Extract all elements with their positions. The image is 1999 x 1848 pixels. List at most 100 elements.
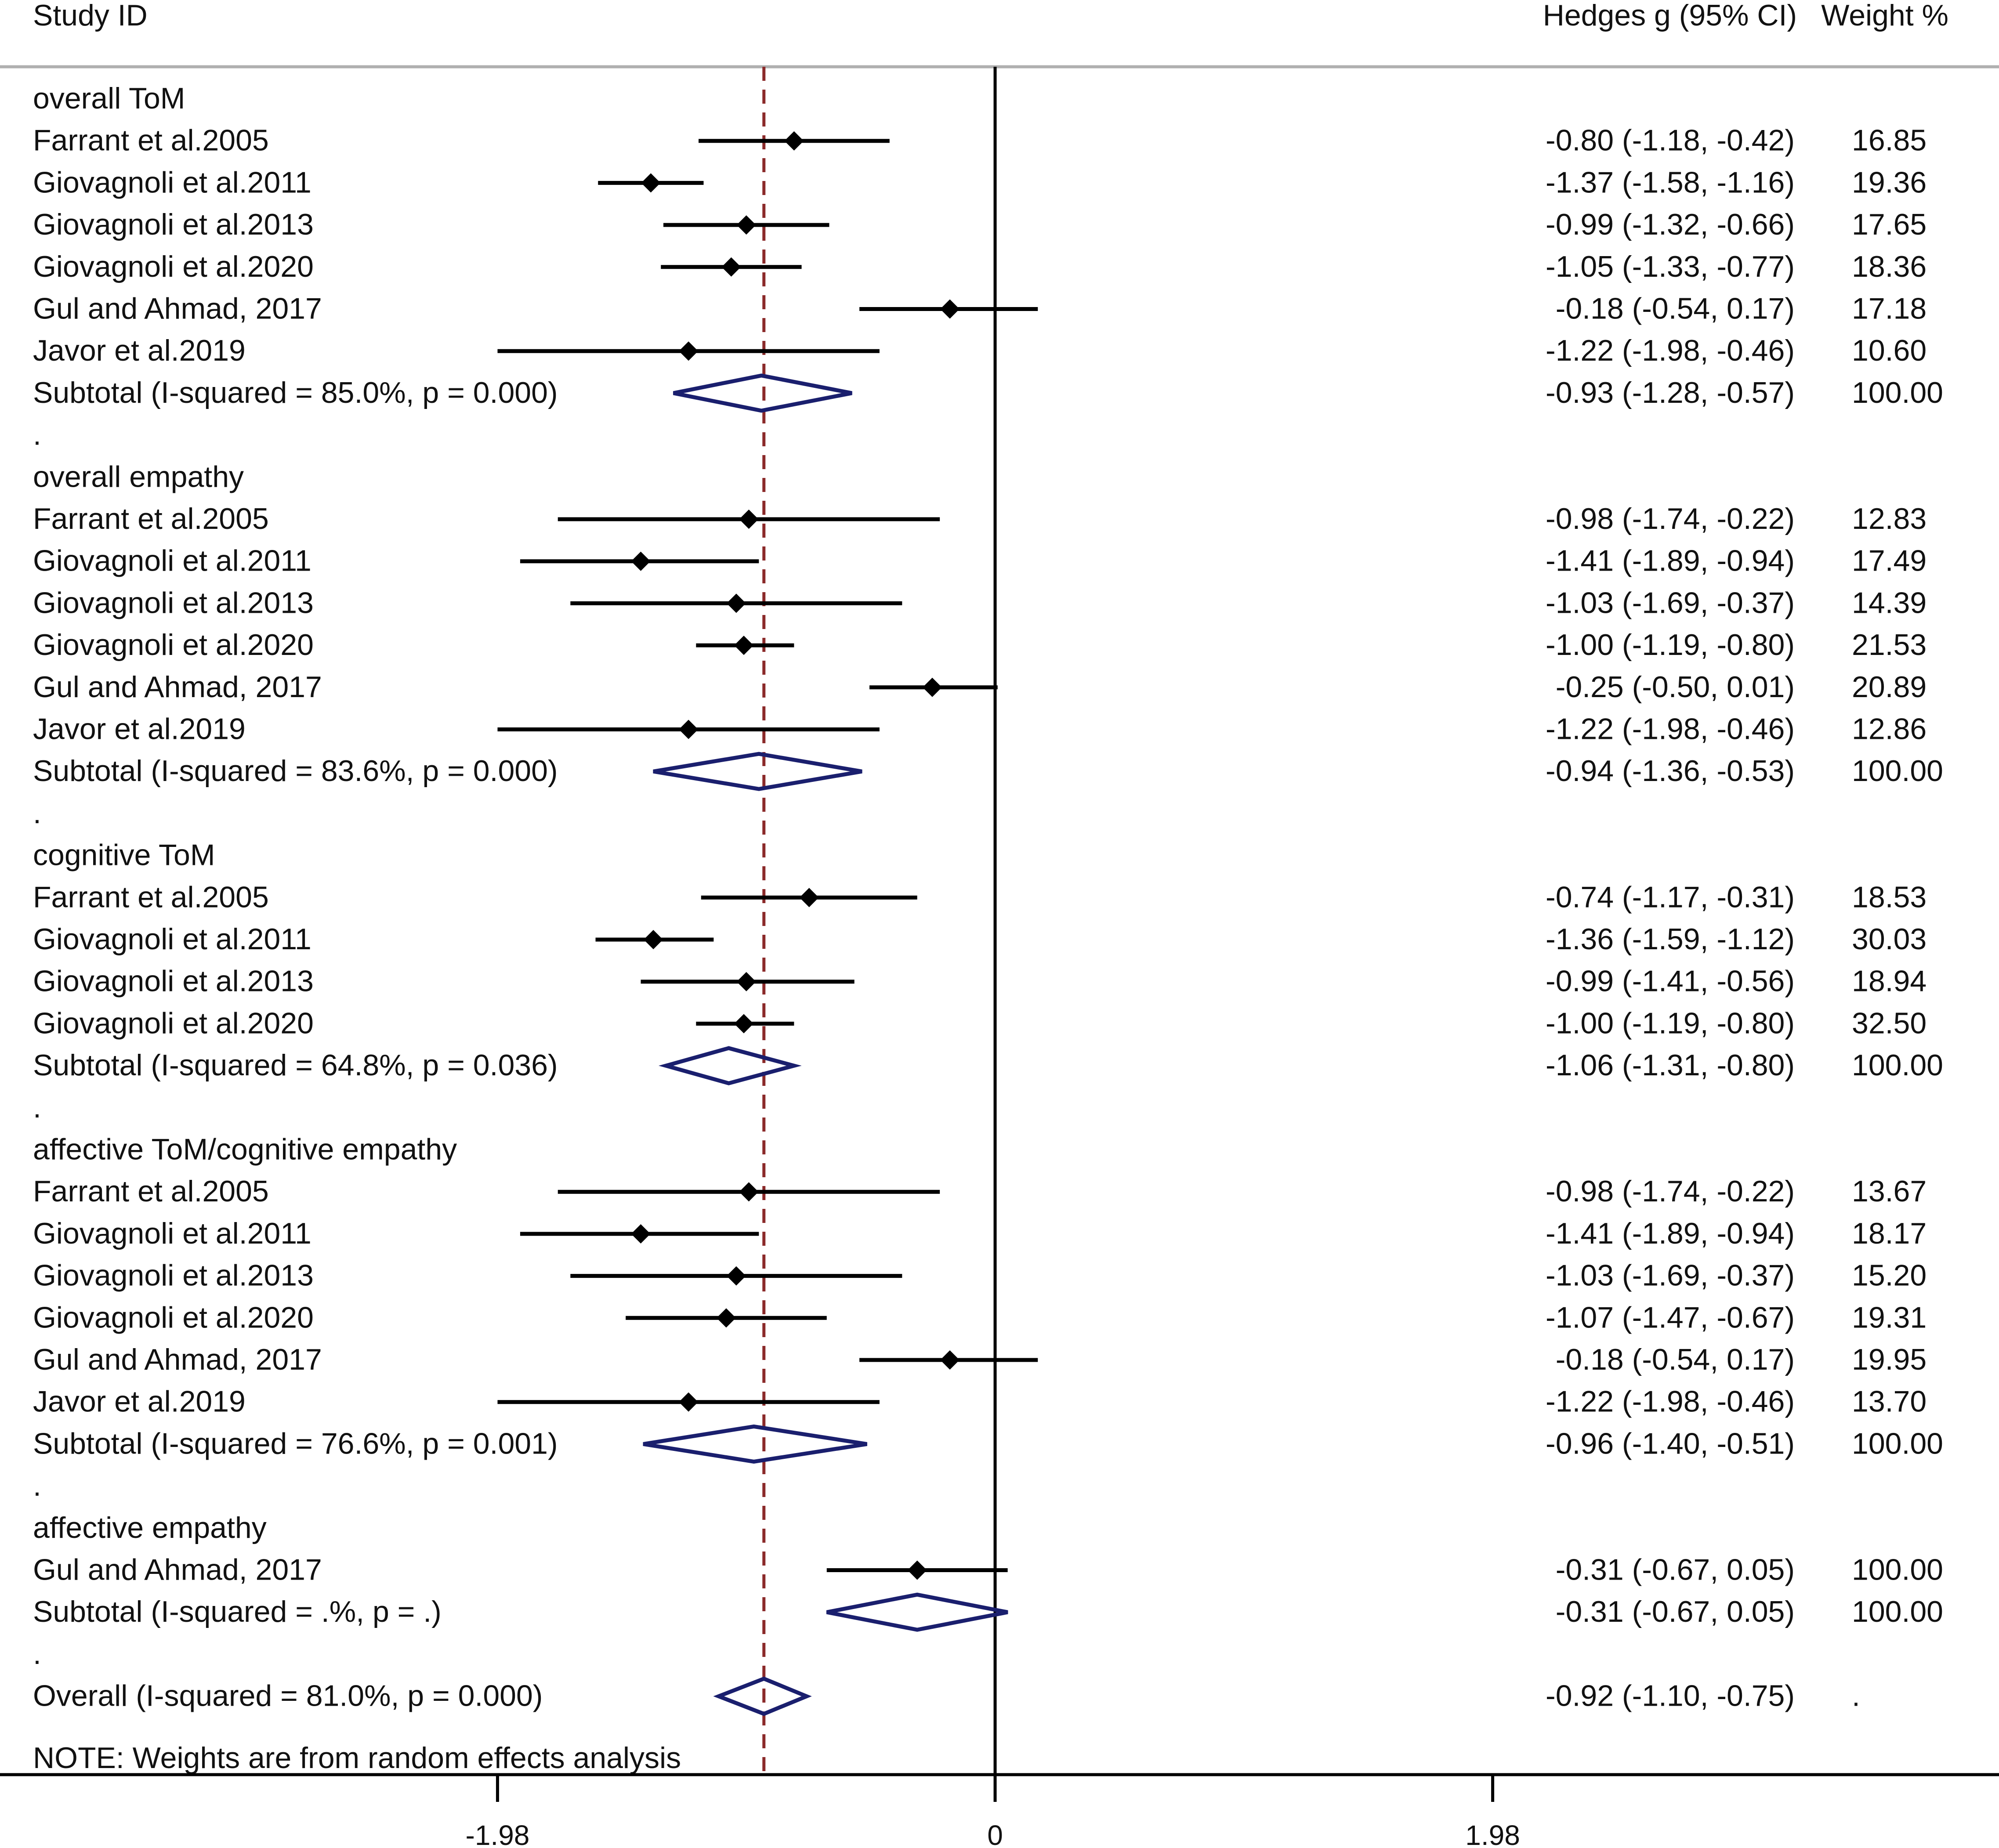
- x-tick-label: -1.98: [466, 1819, 530, 1848]
- effect-ci-value: -1.00 (-1.19, -0.80): [1546, 628, 1795, 662]
- overall-label: Overall (I-squared = 81.0%, p = 0.000): [33, 1679, 543, 1713]
- subtotal-label: Subtotal (I-squared = 64.8%, p = 0.036): [33, 1049, 558, 1082]
- study-label: Farrant et al.2005: [33, 1175, 269, 1208]
- study-label: Farrant et al.2005: [33, 124, 269, 157]
- effect-ci-value: -1.41 (-1.89, -0.94): [1546, 544, 1795, 578]
- group-label: overall ToM: [33, 82, 185, 115]
- point-estimate-marker: [923, 677, 942, 697]
- weight-value: 17.65: [1852, 208, 1927, 241]
- point-estimate-marker: [679, 341, 699, 361]
- header-effect-size: Hedges g (95% CI): [1543, 0, 1797, 32]
- subtotal-label: Subtotal (I-squared = 76.6%, p = 0.001): [33, 1427, 558, 1460]
- effect-ci-value: -1.07 (-1.47, -0.67): [1546, 1301, 1795, 1334]
- weight-value: 13.67: [1852, 1175, 1927, 1208]
- study-label: Javor et al.2019: [33, 712, 246, 746]
- x-axis: -1.98 0 1.98: [0, 1773, 1999, 1848]
- header-study-id: Study ID: [33, 0, 148, 32]
- weight-value: 18.53: [1852, 880, 1927, 914]
- effect-ci-value: -0.31 (-0.67, 0.05): [1556, 1595, 1795, 1628]
- subtotal-diamond: [643, 1424, 867, 1464]
- group-label: overall empathy: [33, 460, 244, 493]
- weight-value: 21.53: [1852, 628, 1927, 662]
- subtotal-label: Subtotal (I-squared = 83.6%, p = 0.000): [33, 754, 558, 788]
- effect-ci-value: -1.00 (-1.19, -0.80): [1546, 1006, 1795, 1040]
- effect-ci-value: -1.41 (-1.89, -0.94): [1546, 1217, 1795, 1250]
- effect-ci-value: -1.22 (-1.98, -0.46): [1546, 1385, 1795, 1418]
- weight-value: 19.95: [1852, 1343, 1927, 1376]
- point-estimate-marker: [726, 1266, 746, 1286]
- study-label: Javor et al.2019: [33, 1385, 246, 1418]
- effect-ci-value: -0.92 (-1.10, -0.75): [1546, 1679, 1795, 1713]
- effect-ci-value: -0.93 (-1.28, -0.57): [1546, 376, 1795, 409]
- effect-ci-value: -0.98 (-1.74, -0.22): [1546, 1175, 1795, 1208]
- weights-note: NOTE: Weights are from random effects an…: [33, 1741, 681, 1775]
- group-label: affective ToM/cognitive empathy: [33, 1133, 457, 1166]
- effect-ci-value: -1.37 (-1.58, -1.16): [1546, 166, 1795, 199]
- point-estimate-marker: [940, 1350, 960, 1370]
- weight-value: 12.86: [1852, 712, 1927, 746]
- point-estimate-marker: [734, 636, 753, 655]
- point-estimate-marker: [739, 510, 759, 529]
- point-estimate-marker: [736, 972, 756, 991]
- study-label: Giovagnoli et al.2011: [33, 166, 311, 199]
- study-label: Giovagnoli et al.2011: [33, 922, 311, 956]
- effect-ci-value: -0.80 (-1.18, -0.42): [1546, 124, 1795, 157]
- weight-value: 19.31: [1852, 1301, 1927, 1334]
- weight-value: 18.17: [1852, 1217, 1927, 1250]
- study-label: Gul and Ahmad, 2017: [33, 1553, 322, 1587]
- weight-value: 16.85: [1852, 124, 1927, 157]
- point-estimate-marker: [739, 1182, 759, 1202]
- weight-value: 30.03: [1852, 922, 1927, 956]
- weight-value: 100.00: [1852, 1049, 1943, 1082]
- rows-layer: overall ToM Farrant et al.2005 -0.80 (-1.1…: [33, 82, 1943, 1716]
- point-estimate-marker: [784, 131, 804, 151]
- weight-value: 32.50: [1852, 1006, 1927, 1040]
- study-label: Giovagnoli et al.2013: [33, 965, 314, 998]
- weight-value: .: [1852, 1679, 1860, 1713]
- header-weight: Weight %: [1821, 0, 1948, 32]
- point-estimate-marker: [679, 720, 699, 739]
- weight-value: 100.00: [1852, 1595, 1943, 1628]
- point-estimate-marker: [726, 593, 746, 613]
- study-label: Giovagnoli et al.2020: [33, 1006, 314, 1040]
- point-estimate-marker: [641, 173, 661, 193]
- point-estimate-marker: [799, 888, 819, 908]
- point-estimate-marker: [940, 299, 960, 319]
- weight-value: 14.39: [1852, 586, 1927, 619]
- weight-value: 100.00: [1852, 754, 1943, 788]
- effect-ci-value: -1.36 (-1.59, -1.12): [1546, 922, 1795, 956]
- group-spacer-dot: .: [33, 796, 41, 830]
- point-estimate-marker: [631, 551, 651, 571]
- effect-ci-value: -0.94 (-1.36, -0.53): [1546, 754, 1795, 788]
- effect-ci-value: -0.18 (-0.54, 0.17): [1556, 292, 1795, 325]
- subtotal-diamond: [673, 373, 852, 413]
- study-label: Farrant et al.2005: [33, 502, 269, 535]
- point-estimate-marker: [644, 930, 663, 949]
- effect-ci-value: -0.98 (-1.74, -0.22): [1546, 502, 1795, 535]
- subtotal-label: Subtotal (I-squared = 85.0%, p = 0.000): [33, 376, 558, 409]
- effect-ci-value: -0.99 (-1.41, -0.56): [1546, 965, 1795, 998]
- study-label: Farrant et al.2005: [33, 880, 269, 914]
- weight-value: 15.20: [1852, 1259, 1927, 1292]
- study-label: Giovagnoli et al.2011: [33, 544, 311, 578]
- overall-diamond: [713, 1676, 812, 1716]
- weight-value: 100.00: [1852, 376, 1943, 409]
- effect-ci-value: -1.03 (-1.69, -0.37): [1546, 1259, 1795, 1292]
- study-label: Giovagnoli et al.2020: [33, 250, 314, 283]
- effect-ci-value: -0.74 (-1.17, -0.31): [1546, 880, 1795, 914]
- point-estimate-marker: [907, 1560, 927, 1580]
- group-spacer-dot: .: [33, 418, 41, 452]
- group-spacer-dot: .: [33, 1091, 41, 1124]
- study-label: Gul and Ahmad, 2017: [33, 292, 322, 325]
- weight-value: 17.49: [1852, 544, 1927, 578]
- effect-ci-value: -0.18 (-0.54, 0.17): [1556, 1343, 1795, 1376]
- group-spacer-dot: .: [33, 1637, 41, 1671]
- study-label: Giovagnoli et al.2011: [33, 1217, 311, 1250]
- weight-value: 18.36: [1852, 250, 1927, 283]
- effect-ci-value: -1.22 (-1.98, -0.46): [1546, 334, 1795, 367]
- study-label: Javor et al.2019: [33, 334, 246, 367]
- group-spacer-dot: .: [33, 1469, 41, 1502]
- weight-value: 18.94: [1852, 965, 1927, 998]
- point-estimate-marker: [631, 1224, 651, 1244]
